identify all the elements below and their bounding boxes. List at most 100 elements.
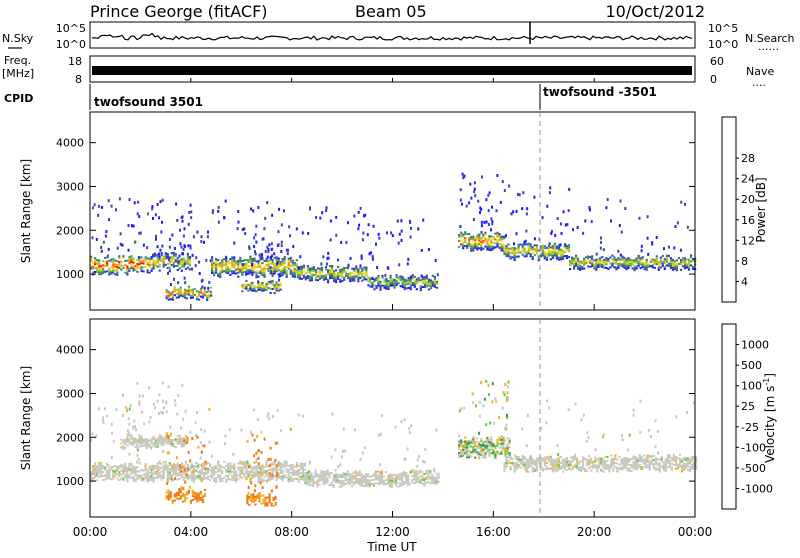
heatmap-cell (371, 285, 374, 288)
heatmap-cell (190, 465, 193, 468)
heatmap-cell (300, 265, 303, 268)
heatmap-cell (472, 235, 475, 238)
heatmap-cell (531, 466, 534, 469)
heatmap-cell (557, 246, 561, 249)
heatmap-cell (409, 221, 412, 224)
heatmap-cell (638, 458, 641, 460)
heatmap-cell (588, 459, 591, 462)
heatmap-cell (409, 482, 412, 485)
heatmap-cell (533, 463, 536, 466)
heatmap-cell (391, 477, 394, 480)
heatmap-cell (326, 479, 329, 482)
heatmap-cell (199, 287, 203, 290)
heatmap-cell (308, 479, 311, 482)
heatmap-cell (171, 290, 174, 293)
heatmap-cell (227, 462, 230, 465)
heatmap-cell (110, 456, 113, 460)
heatmap-cell (264, 216, 267, 220)
heatmap-cell (593, 263, 596, 266)
heatmap-cell (474, 448, 477, 451)
heatmap-cell (132, 439, 135, 442)
heatmap-cell (155, 234, 157, 238)
heatmap-cell (240, 428, 243, 432)
heatmap-cell (263, 469, 266, 472)
heatmap-cell (372, 478, 375, 481)
heatmap-cell (543, 468, 546, 471)
heatmap-cell (462, 247, 465, 250)
heatmap-cell (124, 466, 127, 469)
heatmap-cell (189, 244, 192, 248)
heatmap-cell (106, 270, 109, 273)
heatmap-cell (341, 268, 344, 271)
heatmap-cell (249, 288, 252, 291)
heatmap-cell (637, 254, 640, 257)
heatmap-cell (553, 467, 556, 470)
heatmap-cell (565, 465, 569, 468)
heatmap-cell (215, 471, 218, 474)
heatmap-cell (312, 477, 315, 480)
heatmap-cell (523, 251, 526, 254)
heatmap-cell (200, 463, 204, 466)
heatmap-cell (277, 462, 280, 465)
heatmap-cell (597, 266, 600, 268)
heatmap-cell (145, 446, 148, 450)
heatmap-cell (349, 280, 352, 283)
heatmap-cell (633, 269, 636, 272)
heatmap-cell (494, 457, 497, 459)
heatmap-cell (126, 429, 129, 432)
heatmap-cell (120, 438, 123, 441)
heatmap-cell (462, 450, 465, 453)
heatmap-cell (622, 465, 625, 468)
heatmap-cell (401, 482, 404, 485)
heatmap-cell (501, 180, 504, 184)
heatmap-cell (167, 298, 170, 301)
heatmap-cell (391, 483, 394, 486)
heatmap-cell (674, 457, 677, 460)
heatmap-cell (241, 269, 244, 272)
heatmap-cell (269, 472, 272, 475)
heatmap-cell (166, 442, 169, 445)
heatmap-cell (138, 231, 141, 235)
heatmap-cell (267, 469, 270, 472)
heatmap-cell (148, 477, 151, 480)
heatmap-cell (513, 468, 516, 471)
heatmap-cell (507, 460, 510, 463)
heatmap-cell (626, 463, 629, 466)
heatmap-cell (275, 283, 278, 286)
heatmap-cell (533, 195, 536, 199)
heatmap-cell (171, 298, 174, 301)
heatmap-cell (249, 480, 252, 483)
heatmap-cell (377, 275, 380, 277)
heatmap-cell (195, 498, 199, 501)
heatmap-cell (275, 285, 278, 288)
heatmap-cell (618, 467, 621, 470)
heatmap-cell (170, 468, 173, 471)
heatmap-cell (632, 408, 635, 412)
heatmap-cell (138, 474, 141, 477)
y-tick-label: 4000 (56, 137, 84, 150)
heatmap-cell (265, 470, 268, 473)
heatmap-cell (277, 460, 280, 463)
heatmap-cell (303, 462, 306, 465)
heatmap-cell (180, 437, 183, 440)
heatmap-cell (259, 288, 262, 291)
heatmap-cell (370, 251, 373, 255)
heatmap-cell (293, 273, 296, 276)
heatmap-cell (415, 473, 418, 476)
heatmap-cell (225, 267, 228, 270)
heatmap-cell (201, 278, 204, 282)
heatmap-cell (374, 476, 378, 479)
heatmap-cell (420, 248, 423, 252)
heatmap-cell (168, 270, 171, 273)
heatmap-cell (269, 262, 272, 265)
y-tick-label: 3000 (56, 387, 84, 400)
heatmap-cell (508, 184, 511, 188)
heatmap-cell (267, 262, 270, 264)
heatmap-cell (328, 484, 331, 486)
heatmap-cell (126, 433, 129, 437)
heatmap-cell (581, 267, 584, 270)
heatmap-cell (601, 261, 604, 264)
heatmap-cell (235, 474, 238, 477)
heatmap-cell (251, 287, 254, 290)
heatmap-cell (600, 461, 603, 464)
